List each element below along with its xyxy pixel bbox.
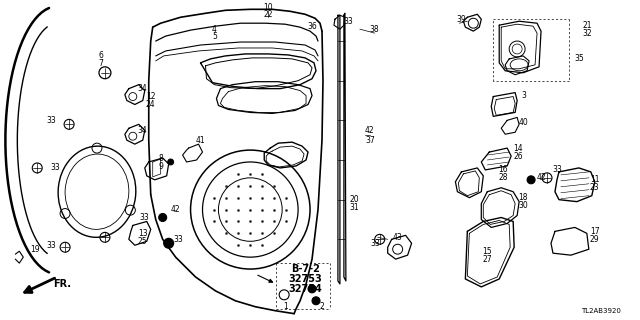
Text: 35: 35 [574, 54, 584, 63]
Text: 7: 7 [99, 59, 104, 68]
Text: 19: 19 [31, 245, 40, 254]
Text: 15: 15 [483, 247, 492, 256]
Text: 34: 34 [138, 84, 148, 93]
Circle shape [164, 238, 173, 248]
Text: 13: 13 [138, 229, 148, 238]
Circle shape [308, 285, 316, 293]
Text: 32753: 32753 [288, 274, 322, 284]
Text: 21: 21 [582, 21, 591, 30]
Text: 23: 23 [590, 183, 600, 192]
Text: 30: 30 [518, 201, 528, 210]
Text: 32: 32 [582, 28, 591, 38]
Text: 36: 36 [307, 22, 317, 31]
Text: 10: 10 [264, 3, 273, 12]
Text: 16: 16 [499, 165, 508, 174]
Text: 33: 33 [173, 235, 184, 244]
Text: 4: 4 [212, 25, 217, 34]
Circle shape [159, 213, 166, 221]
Text: 41: 41 [196, 136, 205, 145]
Text: 14: 14 [513, 144, 523, 153]
Text: 42: 42 [536, 173, 546, 182]
Text: 6: 6 [99, 52, 104, 60]
Text: 24: 24 [146, 100, 156, 109]
Text: 3: 3 [522, 91, 527, 100]
Text: 18: 18 [518, 193, 528, 202]
Text: 27: 27 [483, 255, 492, 264]
Text: 33: 33 [371, 239, 381, 248]
Text: 33: 33 [343, 17, 353, 26]
Text: 33: 33 [51, 164, 60, 172]
Circle shape [168, 159, 173, 165]
Text: 34: 34 [138, 126, 148, 135]
Text: 17: 17 [590, 227, 600, 236]
Text: 42: 42 [171, 205, 180, 214]
Text: FR.: FR. [53, 279, 71, 289]
Text: 25: 25 [138, 237, 148, 246]
Text: 22: 22 [264, 10, 273, 19]
Text: 37: 37 [365, 136, 374, 145]
Text: 38: 38 [369, 25, 379, 34]
Text: 29: 29 [590, 235, 600, 244]
Text: 8: 8 [158, 154, 163, 163]
Text: 9: 9 [158, 163, 163, 172]
Text: 43: 43 [393, 233, 403, 242]
Text: 33: 33 [46, 116, 56, 125]
Text: 5: 5 [212, 32, 217, 41]
Text: 2: 2 [319, 302, 324, 311]
Circle shape [527, 176, 535, 184]
Text: 26: 26 [513, 152, 523, 161]
Text: 40: 40 [518, 118, 528, 127]
Text: 42: 42 [365, 126, 374, 135]
Text: 1: 1 [283, 302, 287, 311]
Text: 33: 33 [552, 165, 562, 174]
Text: B-7-2: B-7-2 [291, 264, 319, 274]
Text: 11: 11 [590, 175, 600, 184]
Text: 20: 20 [349, 195, 358, 204]
Text: 12: 12 [146, 92, 156, 101]
Text: 33: 33 [46, 241, 56, 250]
Circle shape [312, 297, 320, 305]
Text: 28: 28 [499, 173, 508, 182]
Text: 31: 31 [349, 203, 358, 212]
Text: 39: 39 [456, 15, 467, 24]
Text: 33: 33 [140, 213, 150, 222]
Text: TL2AB3920: TL2AB3920 [581, 308, 621, 314]
Text: 32754: 32754 [288, 284, 322, 294]
